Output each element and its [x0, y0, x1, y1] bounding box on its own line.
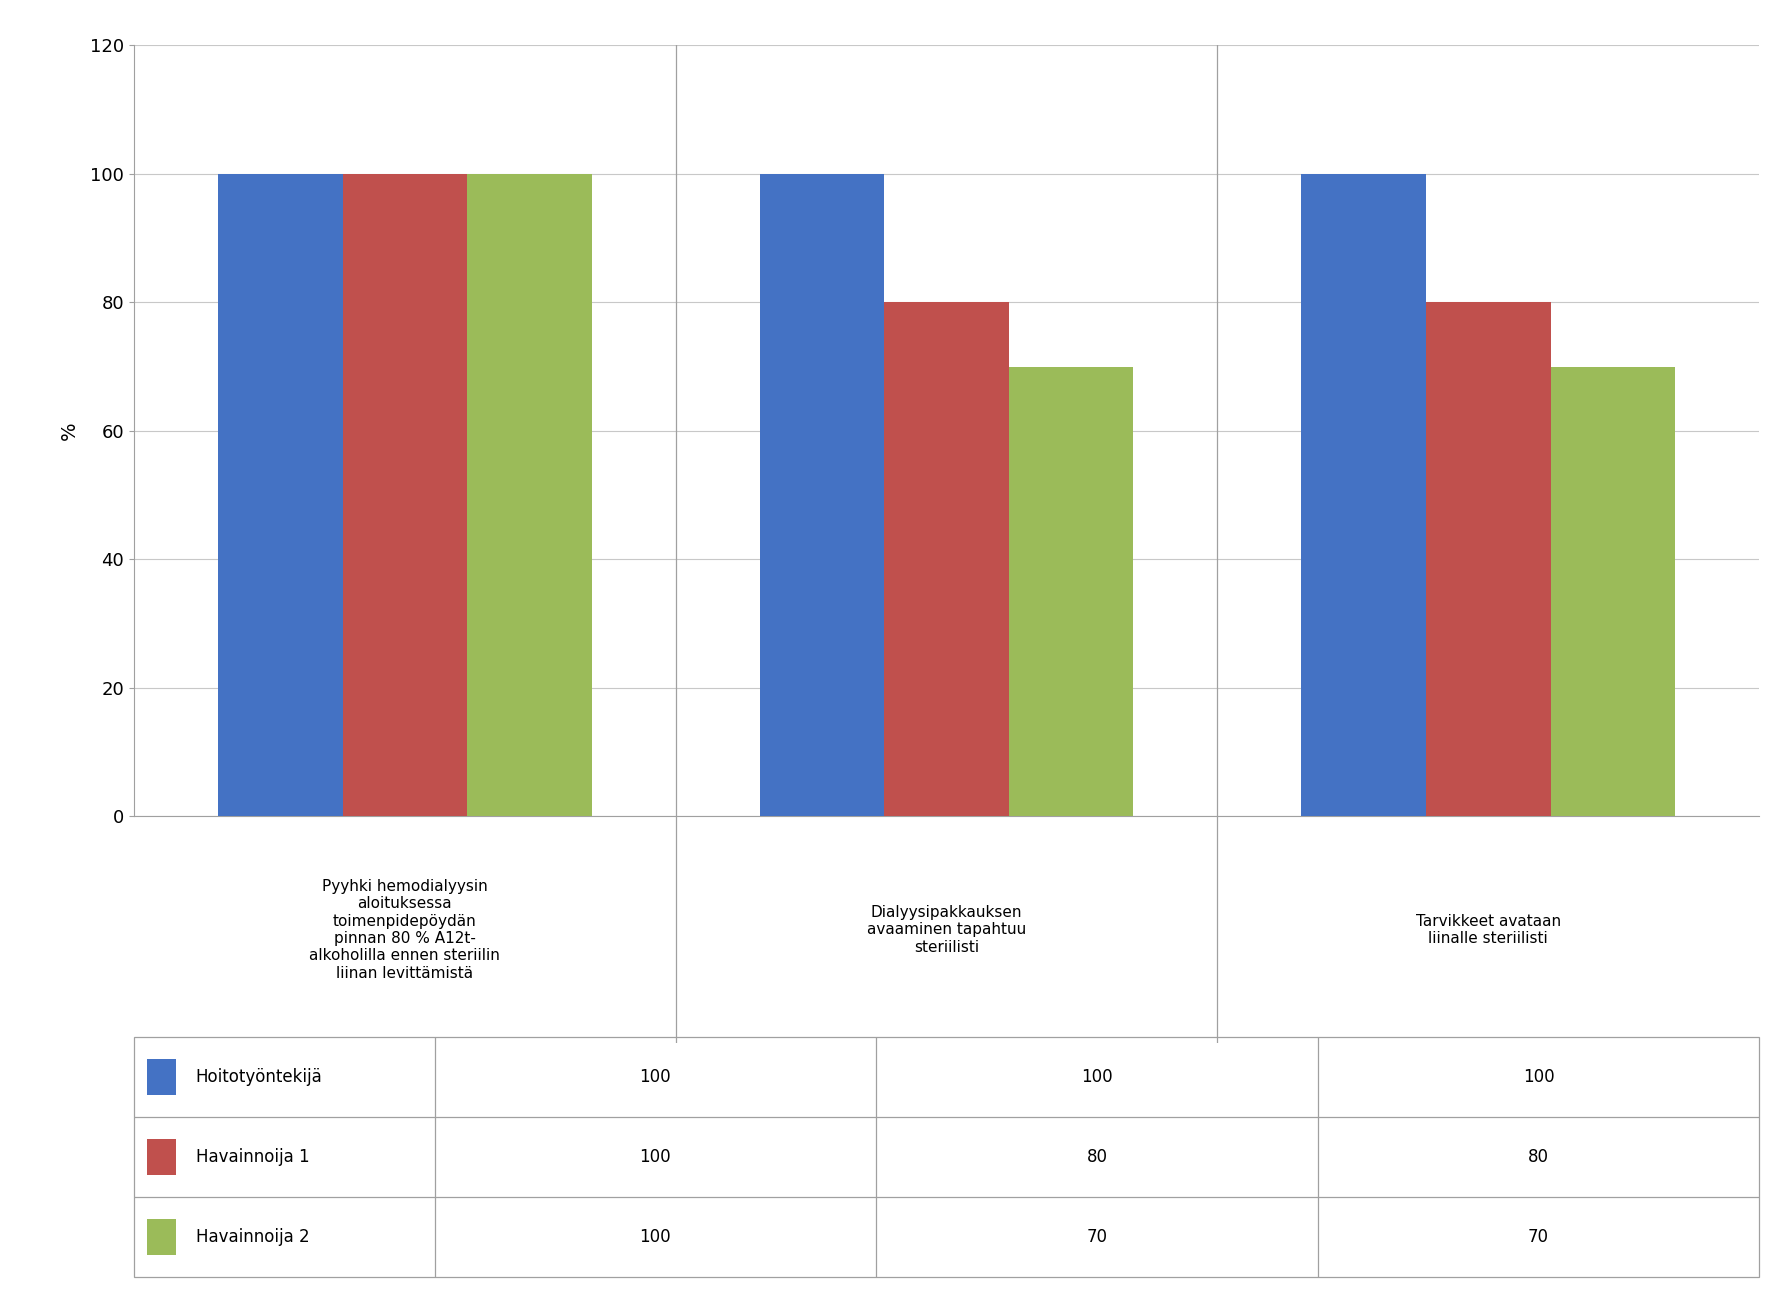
Bar [1425, 302, 1550, 816]
Bar [884, 302, 1009, 816]
Text: Havainnoija 2: Havainnoija 2 [196, 1227, 309, 1245]
Text: Pyyhki hemodialyysin
aloituksessa
toimenpidepöydän
pinnan 80 % A12t-
alkoholilla: Pyyhki hemodialyysin aloituksessa toimen… [309, 879, 500, 981]
Text: 70: 70 [1529, 1227, 1548, 1245]
Text: Dialyysipakkauksen
avaaminen tapahtuu
steriilisti: Dialyysipakkauksen avaaminen tapahtuu st… [866, 905, 1027, 955]
Text: 100: 100 [639, 1068, 672, 1086]
Bar [146, 1059, 177, 1095]
Text: Hoitotyöntekijä: Hoitotyöntekijä [196, 1068, 323, 1086]
Bar [1550, 367, 1675, 816]
Text: Havainnoija 1: Havainnoija 1 [196, 1148, 309, 1165]
Bar [759, 174, 884, 816]
Bar [343, 174, 468, 816]
Text: Tarvikkeet avataan
liinalle steriilisti: Tarvikkeet avataan liinalle steriilisti [1416, 914, 1561, 946]
Bar [146, 1139, 177, 1174]
Y-axis label: %: % [61, 421, 79, 441]
Bar [1009, 367, 1134, 816]
Text: 100: 100 [639, 1148, 672, 1165]
Text: 100: 100 [639, 1227, 672, 1245]
Text: 100: 100 [1523, 1068, 1554, 1086]
Bar [1302, 174, 1425, 816]
Text: 70: 70 [1086, 1227, 1107, 1245]
Bar [146, 1218, 177, 1255]
Bar [218, 174, 343, 816]
Bar [468, 174, 591, 816]
Text: 80: 80 [1086, 1148, 1107, 1165]
Text: 100: 100 [1081, 1068, 1113, 1086]
Text: 80: 80 [1529, 1148, 1548, 1165]
